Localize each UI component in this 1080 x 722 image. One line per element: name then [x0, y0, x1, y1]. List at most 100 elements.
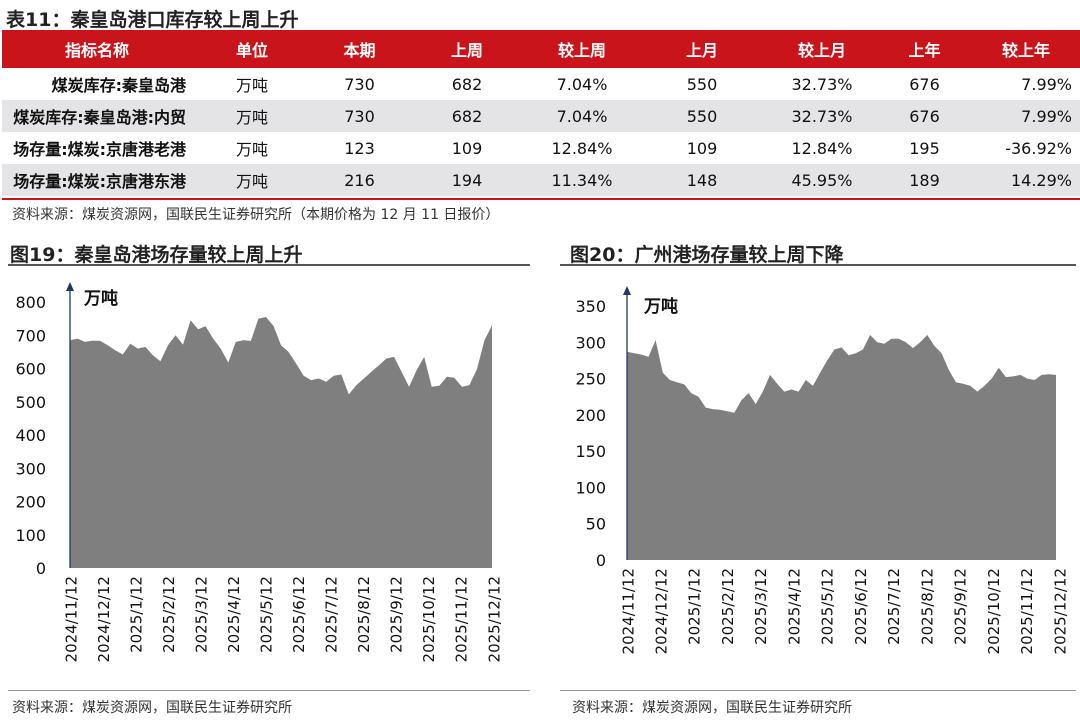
- row-current: 123: [344, 138, 375, 158]
- row-vs-last-week: 11.34%: [527, 164, 637, 196]
- figure-19-bottom-rule: [8, 690, 530, 691]
- x-tick-label: 2025/10/12: [985, 568, 1003, 654]
- header-current: 本期: [312, 30, 407, 68]
- x-tick-label: 2024/12/12: [95, 576, 113, 662]
- table-title: 表11：秦皇岛港口库存较上周上升: [6, 9, 299, 31]
- x-tick-label: 2024/12/12: [652, 568, 670, 654]
- x-tick-label: 2025/9/12: [388, 576, 406, 653]
- x-tick-label: 2025/10/12: [420, 576, 438, 662]
- x-tick-label: 2025/8/12: [918, 568, 936, 645]
- row-unit: 万吨: [192, 164, 312, 196]
- row-vs-last-week: 12.84%: [551, 138, 613, 158]
- figure-19-source-note: 资料来源：煤炭资源网，国联民生证券研究所: [12, 700, 292, 716]
- x-tick-label: 2025/4/12: [225, 576, 243, 653]
- row-vs-last-month: 45.95%: [767, 164, 877, 196]
- y-axis-arrow-icon: [66, 282, 74, 291]
- table-header-row: 指标名称 单位 本期 上周 较上周 上月 较上月 上年 较上年: [2, 30, 1080, 68]
- y-tick-label: 100: [575, 478, 606, 497]
- table-bottom-rule: [2, 198, 1080, 200]
- figure-20-title: 图20：广州港场存量较上周下降: [570, 244, 844, 266]
- row-vs-last-week: 7.04%: [556, 74, 608, 94]
- y-tick-label: 200: [575, 406, 606, 425]
- x-tick-label: 2024/11/12: [62, 576, 80, 662]
- row-last-week: 109: [451, 138, 483, 158]
- y-axis-arrow-icon: [623, 286, 631, 295]
- row-name: 场存量:煤炭:京唐港老港: [13, 140, 186, 159]
- x-tick-label: 2025/5/12: [257, 576, 275, 653]
- row-last-week: 194: [407, 164, 527, 196]
- row-last-month: 109: [686, 138, 718, 158]
- table-row: 煤炭库存:秦皇岛港:内贸 万吨 730 682 7.04% 550 32.73%…: [2, 100, 1080, 132]
- header-vs-last-year: 较上年: [972, 30, 1080, 68]
- row-vs-last-month: 32.73%: [791, 74, 853, 94]
- x-tick-label: 2024/11/12: [619, 568, 637, 654]
- row-name: 煤炭库存:秦皇岛港: [51, 76, 186, 95]
- figure-20-source-note: 资料来源：煤炭资源网，国联民生证券研究所: [572, 700, 852, 716]
- row-last-month: 550: [637, 100, 767, 132]
- y-tick-label: 250: [575, 370, 606, 389]
- row-vs-last-week: 7.04%: [527, 100, 637, 132]
- y-tick-label: 200: [15, 493, 46, 512]
- x-tick-label: 2025/2/12: [719, 568, 737, 645]
- x-tick-label: 2025/3/12: [752, 568, 770, 645]
- x-tick-label: 2025/4/12: [785, 568, 803, 645]
- figure-20-bottom-rule: [560, 690, 1076, 691]
- table-row: 场存量:煤炭:京唐港东港 万吨 216 194 11.34% 148 45.95…: [2, 164, 1080, 196]
- row-unit: 万吨: [235, 140, 268, 159]
- figure-20-chart: 万吨 0 50 100 150 200 250 300 350 2024/11/12 2024/12…: [575, 286, 1069, 654]
- y-tick-label: 700: [15, 326, 46, 345]
- row-last-year: 189: [877, 164, 972, 196]
- row-last-year: 195: [909, 138, 940, 158]
- row-last-year: 676: [909, 74, 940, 94]
- row-unit: 万吨: [235, 76, 268, 95]
- x-tick-label: 2025/6/12: [852, 568, 870, 645]
- x-tick-label: 2025/2/12: [160, 576, 178, 653]
- x-tick-label: 2025/7/12: [323, 576, 341, 653]
- row-last-week: 682: [407, 100, 527, 132]
- y-tick-label: 800: [15, 293, 46, 312]
- y-tick-label: 150: [575, 442, 606, 461]
- port-inventory-table: 指标名称 单位 本期 上周 较上周 上月 较上月 上年 较上年 煤炭库存:秦皇岛…: [2, 30, 1080, 196]
- y-tick-label: 350: [575, 297, 606, 316]
- y-tick-label: 500: [15, 393, 46, 412]
- table-row: 场存量:煤炭:京唐港老港 万吨 123 109 12.84% 109 12.84…: [2, 132, 1080, 164]
- x-tick-label: 2025/12/12: [1051, 568, 1069, 654]
- row-vs-last-year: -36.92%: [1005, 138, 1072, 158]
- header-vs-last-month: 较上月: [767, 30, 877, 68]
- x-tick-label: 2025/1/12: [127, 576, 145, 653]
- row-last-month: 148: [637, 164, 767, 196]
- y-axis-unit-label: 万吨: [643, 296, 678, 317]
- area-series: [70, 317, 492, 568]
- y-axis-unit-label: 万吨: [83, 288, 118, 309]
- y-tick-label: 50: [586, 515, 606, 534]
- y-tick-label: 0: [596, 551, 606, 570]
- table-row: 煤炭库存:秦皇岛港 万吨 730 682 7.04% 550 32.73% 67…: [2, 68, 1080, 100]
- x-tick-label: 2025/8/12: [355, 576, 373, 653]
- y-tick-label: 600: [15, 360, 46, 379]
- y-tick-label: 300: [575, 333, 606, 352]
- y-tick-label: 300: [15, 459, 46, 478]
- x-tick-label: 2025/5/12: [819, 568, 837, 645]
- row-last-year: 676: [877, 100, 972, 132]
- figure-19-chart: 万吨 0 100 200 300 400 500 600 700 800 2024/11/12 202…: [15, 282, 503, 662]
- row-vs-last-year: 7.99%: [972, 100, 1080, 132]
- x-tick-label: 2025/11/12: [1018, 568, 1036, 654]
- table-source-note: 资料来源：煤炭资源网，国联民生证券研究所（本期价格为 12 月 11 日报价）: [12, 207, 500, 223]
- header-last-week: 上周: [407, 30, 527, 68]
- x-tick-label: 2025/7/12: [885, 568, 903, 645]
- header-vs-last-week: 较上周: [527, 30, 637, 68]
- row-vs-last-year: 14.29%: [972, 164, 1080, 196]
- row-current: 730: [344, 74, 375, 94]
- figure-19-title-rule: [8, 264, 530, 266]
- x-tick-label: 2025/11/12: [453, 576, 471, 662]
- row-vs-last-month: 12.84%: [791, 138, 853, 158]
- x-tick-label: 2025/9/12: [952, 568, 970, 645]
- row-name: 场存量:煤炭:京唐港东港: [2, 164, 192, 196]
- header-last-year: 上年: [877, 30, 972, 68]
- row-vs-last-year: 7.99%: [1021, 74, 1072, 94]
- figure-20-title-rule: [560, 264, 1076, 266]
- row-last-month: 550: [686, 74, 718, 94]
- area-series: [627, 335, 1056, 560]
- row-name: 煤炭库存:秦皇岛港:内贸: [2, 100, 192, 132]
- x-tick-label: 2025/6/12: [290, 576, 308, 653]
